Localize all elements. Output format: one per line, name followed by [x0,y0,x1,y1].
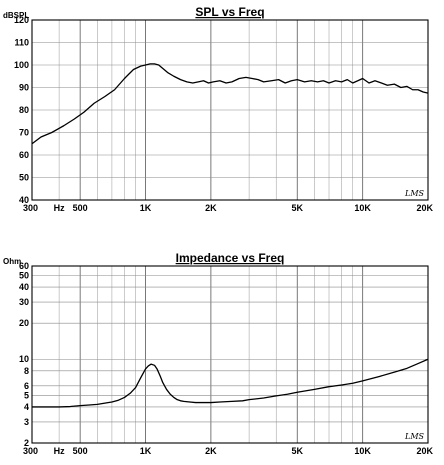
x-tick-label: Hz [54,446,65,456]
x-tick-label: 500 [73,203,88,213]
y-tick-label: 8 [24,366,29,376]
x-tick-label: 500 [73,446,88,456]
y-tick-label: 10 [19,354,29,364]
x-tick-label: 20K [416,203,433,213]
y-tick-label: 50 [19,270,29,280]
y-tick-label: 100 [14,60,29,70]
y-tick-label: 60 [19,150,29,160]
y-axis-label: dBSPL [3,11,29,20]
horizontal-grid [32,42,428,178]
y-tick-label: 3 [24,417,29,427]
chart-spl: SPL vs Freq dBSPL 40 50 60 70 80 90 100 110 120 300… [3,5,433,213]
y-tick-label: 50 [19,173,29,183]
response-curve [31,63,429,145]
x-tick-label: 5K [292,203,304,213]
y-tick-label: 4 [24,402,29,412]
y-tick-label: 90 [19,83,29,93]
x-tick-label: 1K [140,446,152,456]
y-tick-label: 40 [19,195,29,205]
plot-frame [31,265,429,444]
y-tick-label: 6 [24,381,29,391]
x-tick-label: 20K [416,446,433,456]
y-tick-label: 70 [19,128,29,138]
horizontal-grid [32,275,428,423]
lms-watermark: LMS [404,189,425,198]
x-tick-label: 2K [205,203,217,213]
x-tick-label: 10K [354,203,371,213]
lms-watermark: LMS [404,432,425,441]
x-tick-label: 2K [205,446,217,456]
chart-title: SPL vs Freq [195,5,264,19]
y-tick-label: 60 [19,261,29,271]
chart-title: Impedance vs Freq [176,251,285,265]
x-tick-label: 300 [23,446,38,456]
x-tick-label: 300 [23,203,38,213]
x-tick-label: 1K [140,203,152,213]
y-tick-label: 80 [19,105,29,115]
vertical-grid [58,266,364,443]
y-tick-label: 30 [19,297,29,307]
response-curve [32,358,429,408]
y-axis-label: Ohm [3,257,21,266]
y-tick-label: 120 [14,15,29,25]
x-tick-label: Hz [54,203,65,213]
y-tick-label: 2 [24,438,29,448]
y-tick-label: 5 [24,390,29,400]
x-tick-label: 5K [292,446,304,456]
y-tick-label: 20 [19,318,29,328]
y-tick-label: 110 [14,38,29,48]
y-tick-label: 40 [19,282,29,292]
x-tick-label: 10K [354,446,371,456]
plot-frame [31,19,429,201]
